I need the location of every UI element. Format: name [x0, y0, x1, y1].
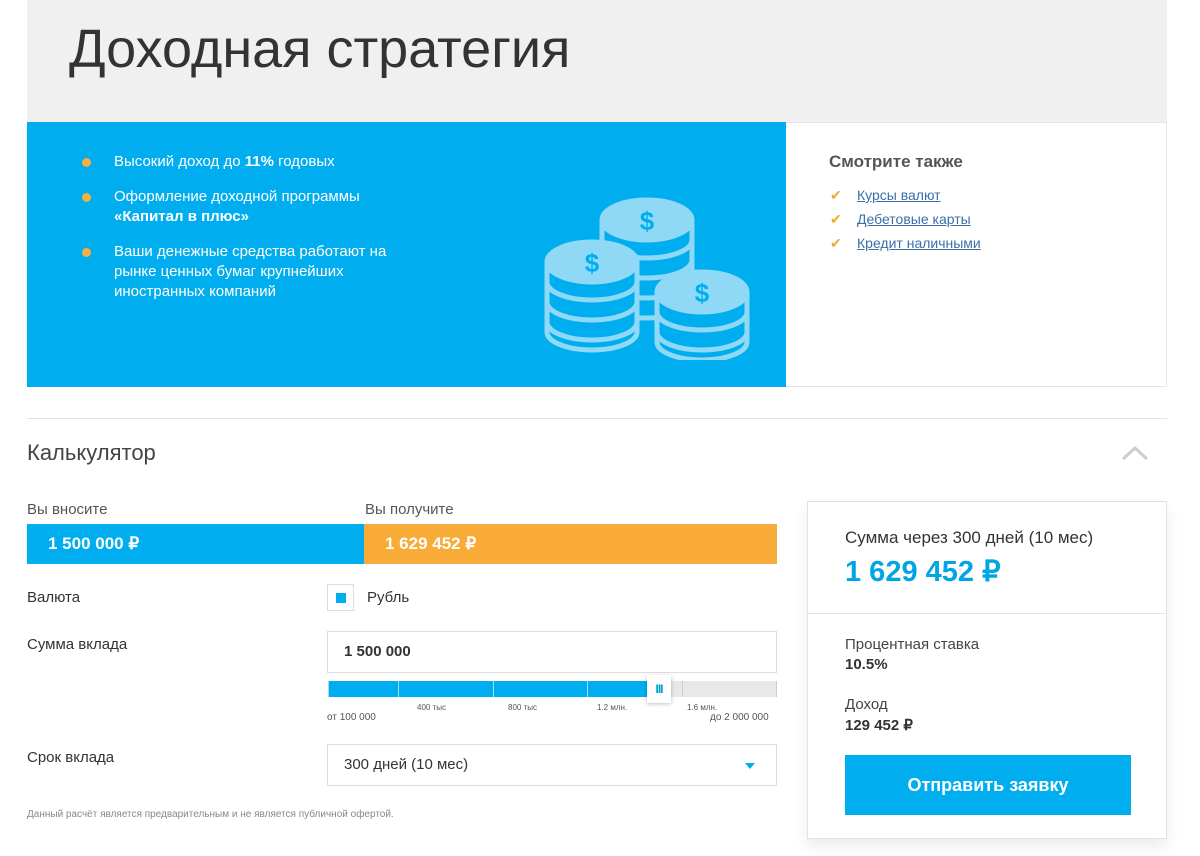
see-also-panel: Смотрите также Курсы валют Дебетовые кар…: [786, 122, 1167, 387]
term-label: Срок вклада: [27, 749, 115, 766]
svg-text:$: $: [585, 248, 600, 278]
bullet-text: Ваши денежные средства работают на рынке…: [114, 243, 387, 300]
slider-max-label: до 2 000 000: [710, 712, 769, 723]
slider-tick: [398, 681, 399, 697]
summary-title: Сумма через 300 дней (10 мес): [845, 528, 1094, 547]
divider: [808, 613, 1166, 614]
banner-bullet: Ваши денежные средства работают на рынке…: [82, 242, 402, 302]
slider-tick: [587, 681, 588, 697]
link-currency-rates[interactable]: Курсы валют: [857, 187, 941, 203]
divider: [27, 418, 1167, 419]
page-header: Доходная стратегия: [27, 0, 1167, 122]
rate-label: Процентная ставка: [845, 636, 980, 653]
page-title: Доходная стратегия: [69, 19, 571, 79]
caret-down-icon[interactable]: [745, 763, 755, 769]
slider-min-label: от 100 000: [327, 712, 376, 723]
slider-tick-label: 800 тыс: [508, 703, 537, 712]
amount-label: Сумма вклада: [27, 636, 128, 653]
svg-text:$: $: [695, 278, 710, 308]
slider-tick: [776, 681, 777, 697]
currency-checkbox-ruble[interactable]: [327, 584, 354, 611]
bullet-bold: 11%: [244, 153, 274, 170]
income-value: 129 452 ₽: [845, 717, 913, 734]
amount-input[interactable]: 1 500 000: [327, 631, 777, 673]
slider-fill: [328, 681, 649, 697]
slider-handle[interactable]: III: [647, 675, 671, 703]
disclaimer: Данный расчёт является предварительным и…: [27, 809, 394, 820]
submit-application-button[interactable]: Отправить заявку: [845, 755, 1131, 815]
you-pay-label: Вы вносите: [27, 501, 108, 518]
summary-card: Сумма через 300 дней (10 мес) 1 629 452 …: [807, 501, 1167, 839]
coins-dollar-icon: $ $ $: [544, 197, 750, 360]
chevron-up-icon[interactable]: [1121, 445, 1149, 461]
bullet-text: годовых: [273, 153, 335, 170]
see-also-item: Кредит наличными: [830, 231, 981, 255]
see-also-title: Смотрите также: [829, 152, 963, 171]
slider-tick: [682, 681, 683, 697]
amount-slider[interactable]: [328, 681, 777, 697]
summary-total: 1 629 452 ₽: [845, 556, 1001, 588]
currency-value: Рубль: [367, 589, 410, 606]
promo-banner: Высокий доход до 11% годовых Оформление д…: [27, 122, 786, 387]
you-get-label: Вы получите: [365, 501, 454, 518]
bullet-text: Оформление доходной программы: [114, 188, 360, 205]
calculator-title: Калькулятор: [27, 440, 156, 465]
slider-tick-label: 400 тыс: [417, 703, 446, 712]
income-label: Доход: [845, 696, 888, 713]
link-cash-loan[interactable]: Кредит наличными: [857, 235, 981, 251]
link-debit-cards[interactable]: Дебетовые карты: [857, 211, 971, 227]
banner-bullet: Высокий доход до 11% годовых: [82, 152, 402, 172]
slider-tick: [328, 681, 329, 697]
svg-text:$: $: [640, 206, 655, 236]
slider-tick-label: 1.2 млн.: [597, 703, 628, 712]
currency-label: Валюта: [27, 589, 81, 606]
bullet-bold: «Капитал в плюс»: [114, 208, 249, 225]
see-also-item: Курсы валют: [830, 183, 981, 207]
you-get-value: 1 629 452 ₽: [364, 524, 777, 564]
slider-tick: [493, 681, 494, 697]
you-pay-value: 1 500 000 ₽: [27, 524, 364, 564]
banner-bullet: Оформление доходной программы «Капитал в…: [82, 187, 402, 227]
see-also-item: Дебетовые карты: [830, 207, 981, 231]
bullet-text: Высокий доход до: [114, 153, 245, 170]
term-select[interactable]: 300 дней (10 мес): [327, 744, 777, 786]
slider-tick-label: 1.6 млн.: [687, 703, 718, 712]
rate-value: 10.5%: [845, 656, 888, 673]
